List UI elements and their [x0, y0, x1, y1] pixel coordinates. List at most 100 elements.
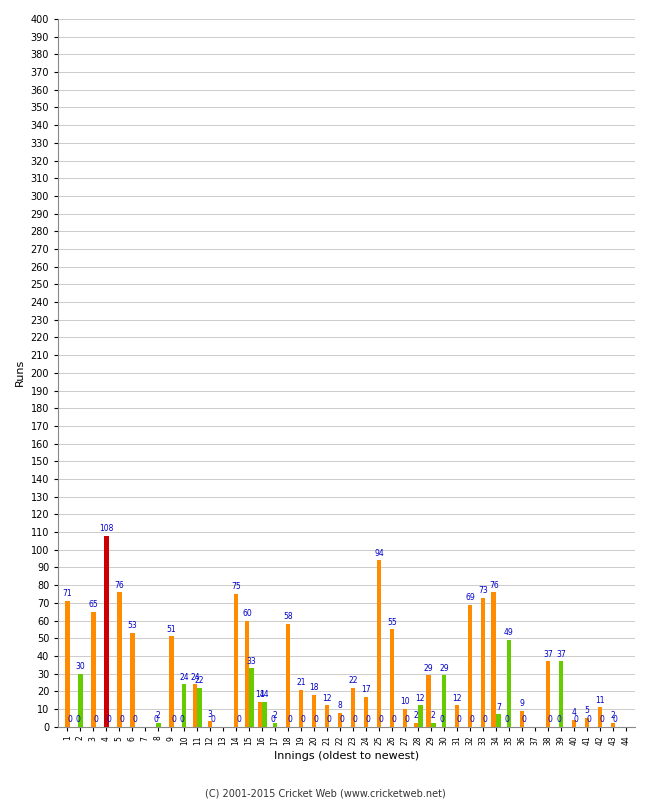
Text: 24: 24: [179, 673, 189, 682]
Bar: [418, 706, 422, 726]
Text: 0: 0: [574, 715, 578, 724]
Text: 55: 55: [387, 618, 397, 626]
Text: 2: 2: [431, 711, 436, 721]
Text: 0: 0: [470, 715, 474, 724]
Text: 69: 69: [465, 593, 475, 602]
Text: 60: 60: [242, 609, 252, 618]
Text: 2: 2: [610, 711, 616, 721]
Text: 0: 0: [600, 715, 604, 724]
Bar: [491, 592, 496, 726]
Text: 0: 0: [301, 715, 306, 724]
Text: 3: 3: [208, 710, 213, 718]
Bar: [273, 723, 278, 726]
Text: 0: 0: [587, 715, 592, 724]
Bar: [325, 706, 330, 726]
Bar: [431, 723, 436, 726]
Bar: [338, 713, 343, 726]
Text: 76: 76: [489, 581, 499, 590]
Bar: [257, 702, 262, 726]
Text: 24: 24: [190, 673, 200, 682]
Text: 0: 0: [439, 715, 444, 724]
Text: 0: 0: [106, 715, 111, 724]
Bar: [468, 605, 473, 726]
Text: 58: 58: [283, 613, 293, 622]
Text: 14: 14: [255, 690, 265, 699]
Text: 7: 7: [496, 702, 500, 712]
Text: 18: 18: [309, 683, 319, 692]
Text: 73: 73: [478, 586, 488, 595]
Y-axis label: Runs: Runs: [15, 359, 25, 386]
Bar: [571, 719, 576, 726]
Bar: [507, 640, 512, 726]
Text: 0: 0: [379, 715, 384, 724]
Bar: [597, 707, 602, 726]
Text: 0: 0: [327, 715, 332, 724]
Text: 108: 108: [99, 524, 114, 533]
Text: 0: 0: [353, 715, 358, 724]
Text: 0: 0: [119, 715, 124, 724]
Text: 53: 53: [127, 622, 137, 630]
Text: 65: 65: [88, 600, 98, 609]
Text: 5: 5: [584, 706, 590, 715]
Text: 0: 0: [210, 715, 215, 724]
Text: 2: 2: [413, 711, 418, 721]
Text: 0: 0: [179, 715, 185, 724]
Text: 29: 29: [439, 664, 449, 673]
Bar: [610, 723, 615, 726]
Text: 37: 37: [556, 650, 566, 658]
Text: 0: 0: [613, 715, 617, 724]
Text: 94: 94: [374, 549, 384, 558]
Bar: [262, 702, 266, 726]
Bar: [364, 697, 369, 726]
Bar: [546, 662, 551, 726]
Text: 9: 9: [519, 699, 525, 708]
Text: 12: 12: [322, 694, 332, 702]
Text: 10: 10: [400, 698, 410, 706]
Text: 12: 12: [452, 694, 462, 702]
Bar: [403, 709, 408, 726]
Text: 75: 75: [231, 582, 241, 591]
Text: (C) 2001-2015 Cricket Web (www.cricketweb.net): (C) 2001-2015 Cricket Web (www.cricketwe…: [205, 788, 445, 798]
Text: 0: 0: [236, 715, 241, 724]
Text: 0: 0: [171, 715, 176, 724]
Text: 22: 22: [348, 676, 358, 685]
Bar: [520, 710, 525, 726]
Bar: [249, 668, 254, 726]
Bar: [197, 688, 202, 726]
Bar: [192, 684, 197, 726]
Bar: [559, 662, 564, 726]
Text: 0: 0: [405, 715, 410, 724]
Bar: [208, 722, 213, 726]
Text: 0: 0: [67, 715, 72, 724]
Text: 0: 0: [270, 715, 276, 724]
Text: 0: 0: [483, 715, 488, 724]
Bar: [65, 601, 70, 726]
Bar: [442, 675, 447, 726]
Text: 0: 0: [548, 715, 552, 724]
Text: 0: 0: [153, 715, 159, 724]
Text: 0: 0: [556, 715, 561, 724]
Bar: [91, 612, 96, 726]
Bar: [390, 630, 395, 726]
Text: 76: 76: [114, 581, 124, 590]
Text: 51: 51: [166, 625, 176, 634]
Bar: [234, 594, 239, 726]
Bar: [130, 633, 135, 726]
Text: 4: 4: [571, 708, 577, 717]
Text: 8: 8: [338, 701, 343, 710]
Bar: [169, 637, 174, 726]
Text: 11: 11: [595, 695, 604, 705]
Text: 0: 0: [504, 715, 509, 724]
Bar: [455, 706, 460, 726]
Bar: [312, 695, 317, 726]
Text: 29: 29: [424, 664, 434, 673]
Text: 37: 37: [543, 650, 553, 658]
Bar: [182, 684, 187, 726]
Bar: [413, 723, 418, 726]
Text: 33: 33: [246, 657, 256, 666]
Text: 0: 0: [132, 715, 137, 724]
Text: 0: 0: [457, 715, 462, 724]
Bar: [156, 723, 161, 726]
Bar: [117, 592, 122, 726]
Text: 14: 14: [259, 690, 269, 699]
